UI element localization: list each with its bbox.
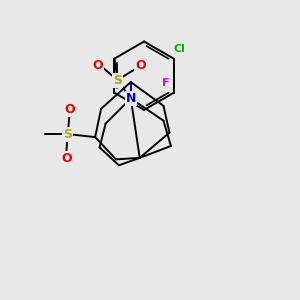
Text: S: S <box>113 74 122 86</box>
Text: N: N <box>126 92 136 105</box>
Text: O: O <box>61 152 72 165</box>
Text: Cl: Cl <box>173 44 185 54</box>
Text: F: F <box>163 78 170 88</box>
Text: O: O <box>64 103 75 116</box>
Text: S: S <box>63 128 72 141</box>
Text: O: O <box>93 59 104 72</box>
Text: O: O <box>135 59 146 72</box>
